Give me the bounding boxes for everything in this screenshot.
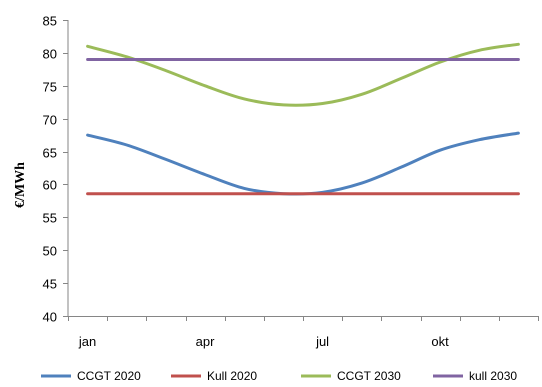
x-axis: jan apr jul okt [68,316,539,349]
y-axis: 40 45 50 55 60 65 70 75 80 85 [43,14,69,325]
y-tick-label: 65 [43,146,57,161]
y-tick-label: 85 [43,14,57,29]
y-tick-label: 80 [43,47,57,62]
y-tick-label: 50 [43,244,57,259]
series-lines [86,42,520,196]
y-tick-label: 75 [43,80,57,95]
x-tick-label: jul [315,334,329,349]
series-line-ccgt-2020 [86,131,520,196]
y-tick-label: 60 [43,178,57,193]
legend-label-ccgt-2020: CCGT 2020 [77,369,141,383]
legend-label-kull-2020: Kull 2020 [207,369,257,383]
y-axis-title: €/MWh [13,162,28,208]
y-tick-label: 55 [43,211,57,226]
y-tick-label: 45 [43,277,57,292]
legend-label-kull-2030: kull 2030 [469,369,517,383]
series-line-ccgt-2030 [86,42,520,107]
y-tick-label: 70 [43,113,57,128]
x-tick-label: okt [431,334,449,349]
x-tick-label: apr [196,334,215,349]
x-tick-label: jan [78,334,96,349]
legend-label-ccgt-2030: CCGT 2030 [337,369,401,383]
y-tick-label: 40 [43,310,57,325]
legend: CCGT 2020 Kull 2020 CCGT 2030 kull 2030 [41,369,517,383]
